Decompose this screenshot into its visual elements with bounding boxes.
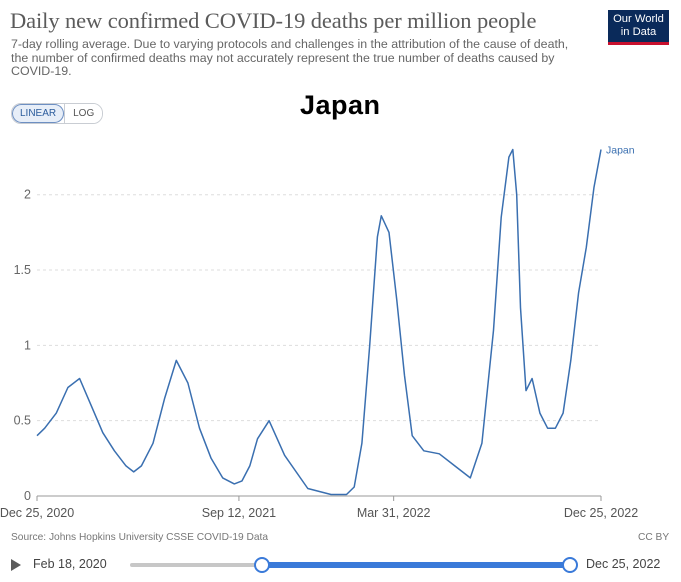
linear-scale-button[interactable]: LINEAR [12, 104, 65, 123]
log-scale-button[interactable]: LOG [64, 104, 103, 123]
y-tick-label: 2 [24, 188, 31, 202]
y-tick-label: 0 [24, 489, 31, 503]
timeline-start-date: Feb 18, 2020 [33, 557, 107, 571]
y-tick-label: 1 [24, 338, 31, 352]
y-tick-label: 1.5 [14, 263, 31, 277]
x-tick-label: Dec 25, 2020 [0, 506, 74, 520]
series-line-japan [36, 148, 602, 496]
x-tick-label: Dec 25, 2022 [564, 506, 638, 520]
series-end-label: Japan [606, 145, 635, 157]
scale-toggle: LINEAR LOG [11, 103, 104, 124]
license-note[interactable]: CC BY [638, 532, 670, 543]
chart-subtitle: 7-day rolling average. Due to varying pr… [11, 37, 569, 79]
source-note[interactable]: Source: Johns Hopkins University CSSE CO… [11, 532, 269, 543]
play-button[interactable] [11, 559, 21, 571]
owid-logo[interactable]: Our World in Data [608, 10, 669, 45]
logo-line-1: Our World [613, 13, 664, 25]
timeline-start-handle[interactable] [254, 557, 270, 573]
line-chart: 0 0.5 1 1.5 2 Dec 25, 2020 Sep 12, 2021 Mar 31,… [0, 145, 638, 520]
timeline-end-date: Dec 25, 2022 [586, 557, 661, 571]
logo-line-2: in Data [620, 26, 657, 38]
y-tick-label: 0.5 [14, 414, 31, 428]
x-tick-label: Mar 31, 2022 [357, 506, 431, 520]
timeline-end-handle[interactable] [562, 557, 578, 573]
timeline-selected-range[interactable] [261, 562, 569, 568]
chart-title: Daily new confirmed COVID-19 deaths per … [10, 8, 537, 33]
country-title: Japan [300, 90, 381, 120]
x-tick-label: Sep 12, 2021 [202, 506, 276, 520]
